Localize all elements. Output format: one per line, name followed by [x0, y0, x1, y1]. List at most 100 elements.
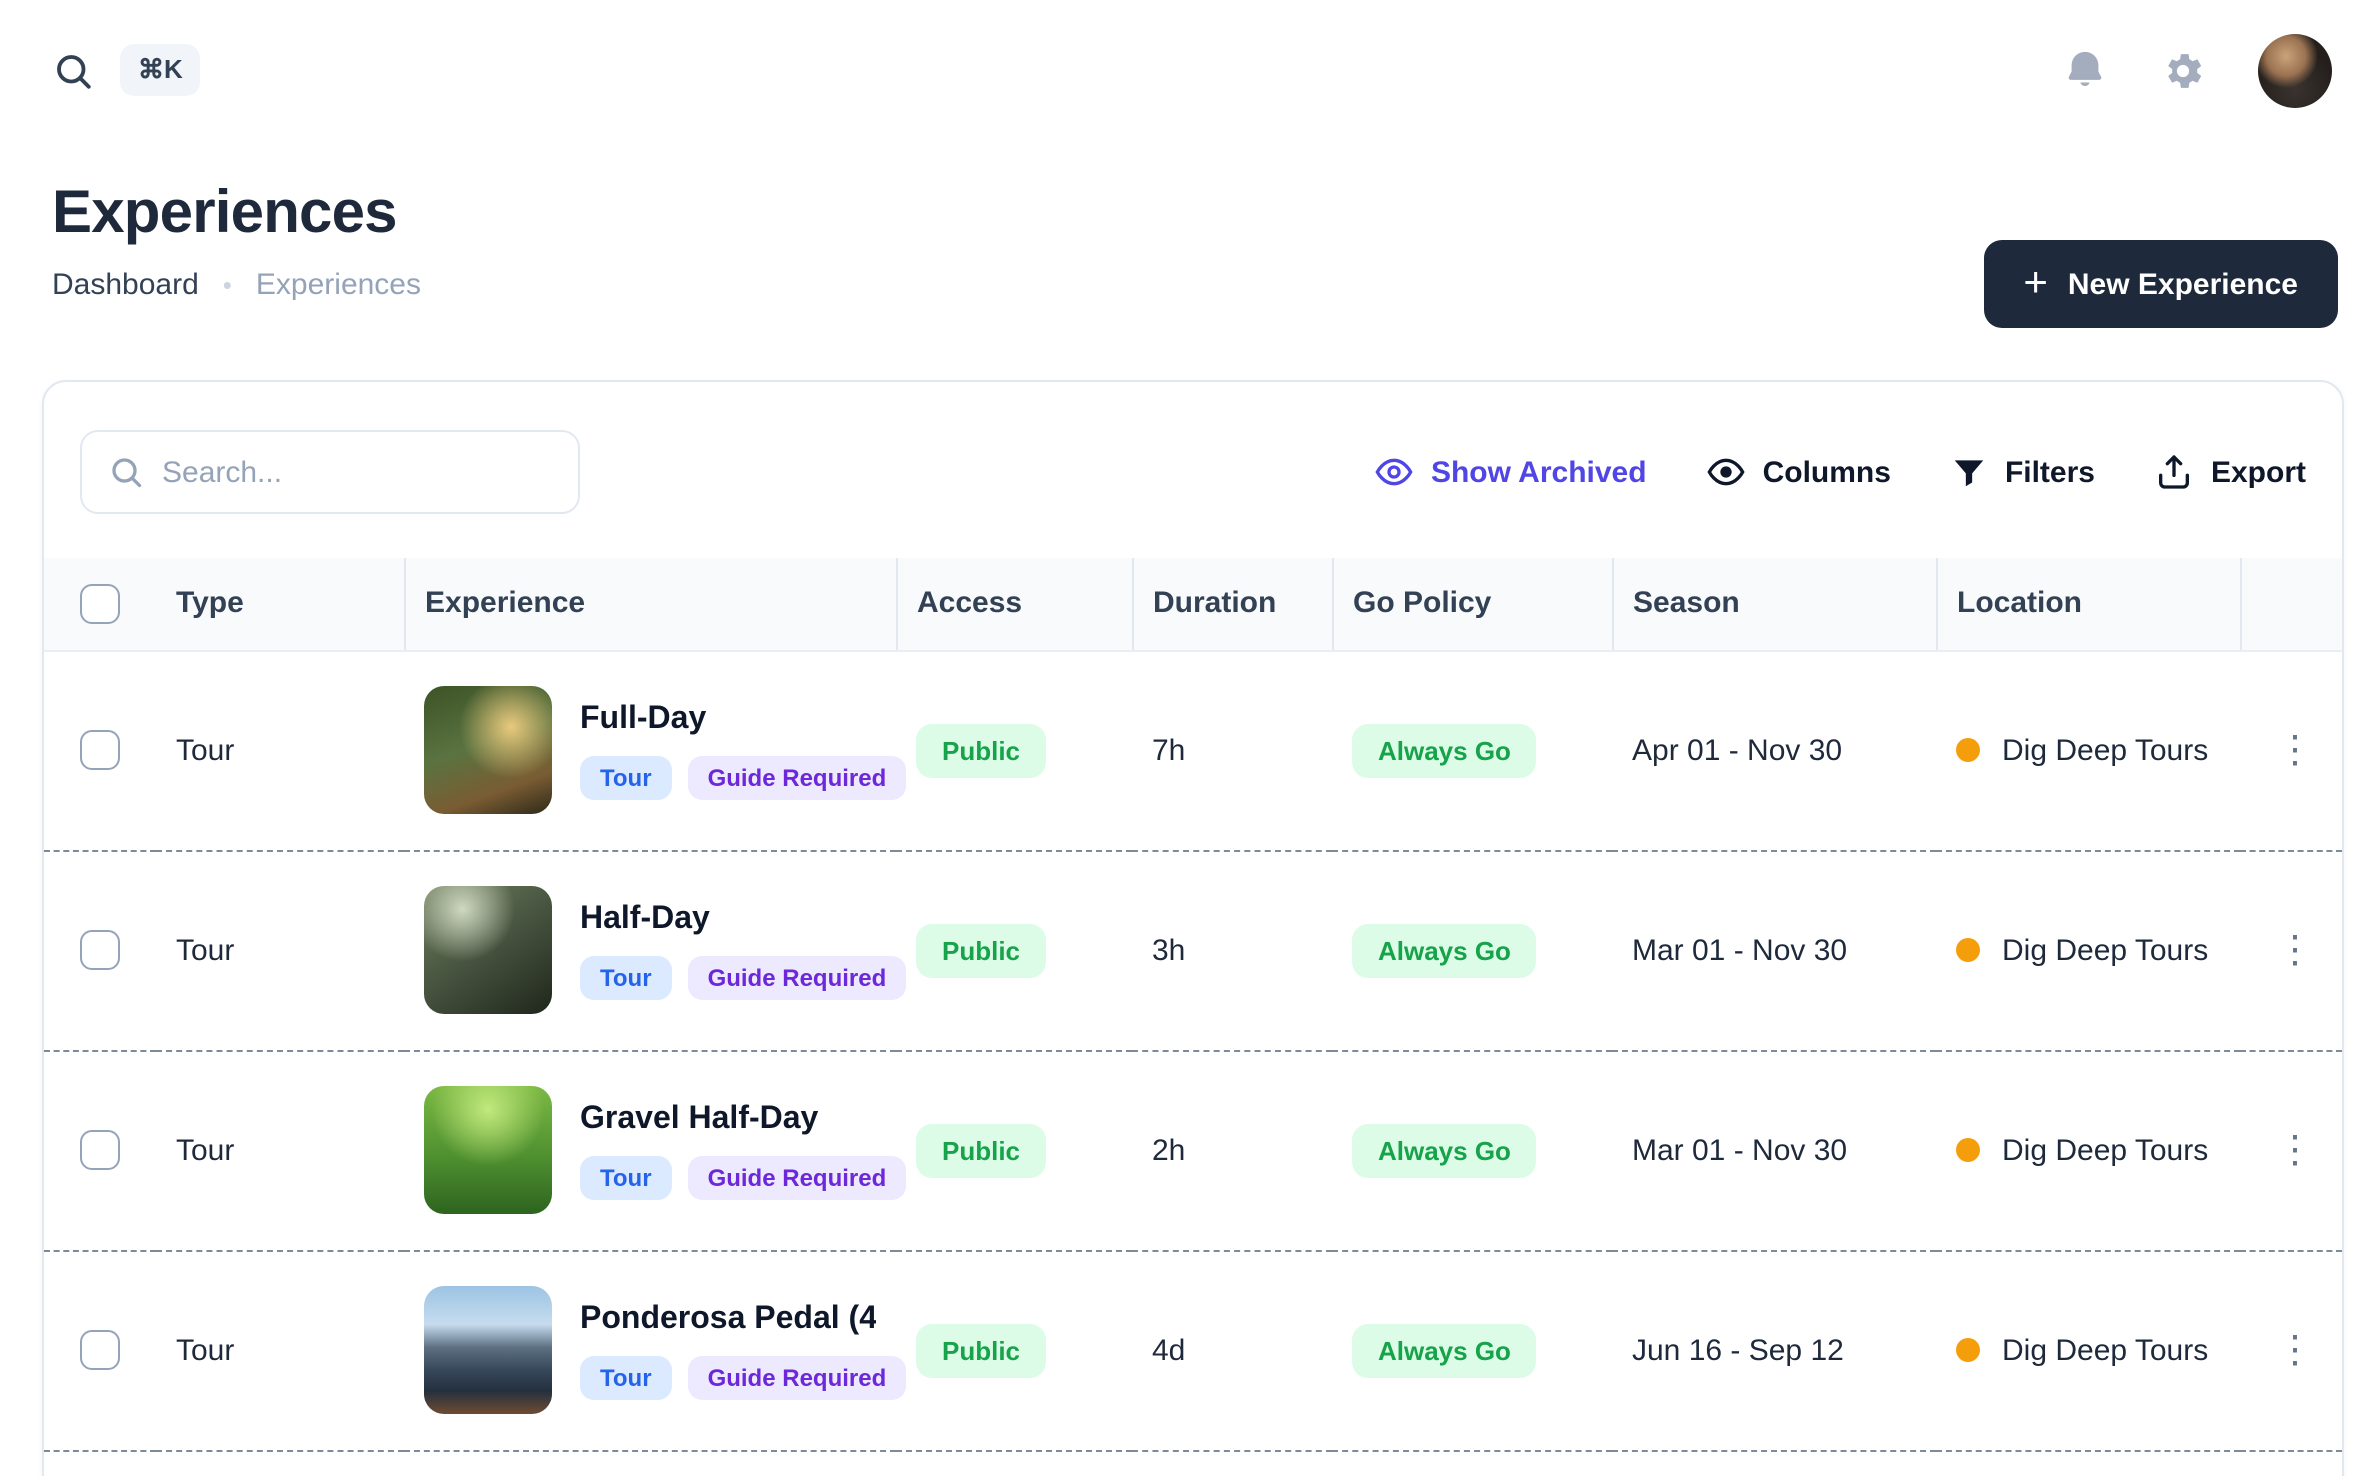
table-header-row: Type Experience Access Duration Go Polic… — [44, 558, 2342, 651]
new-experience-label: New Experience — [2067, 267, 2298, 301]
go-policy-badge: Always Go — [1352, 723, 1537, 777]
columns-button[interactable]: Columns — [1707, 452, 1891, 492]
row-actions-kebab-icon[interactable]: ⋮ — [2276, 1329, 2314, 1371]
page-title: Experiences — [52, 180, 398, 246]
guide-required-badge: Guide Required — [687, 755, 907, 799]
table-row: Tour Ponderosa Pedal (4 day Tour Guide R… — [44, 1250, 2342, 1451]
experience-photo — [424, 886, 552, 1014]
row-type: Tour — [156, 1250, 404, 1451]
access-badge: Public — [916, 1123, 1047, 1177]
card-toolbar: Show Archived Columns — [44, 382, 2342, 558]
experience-title: Ponderosa Pedal (4 day — [580, 1301, 876, 1335]
location-name: Dig Deep Tours — [2002, 1133, 2209, 1167]
table-search-box[interactable] — [80, 430, 580, 514]
select-all-checkbox[interactable] — [80, 583, 120, 624]
row-checkbox[interactable] — [80, 1330, 120, 1370]
location-name: Dig Deep Tours — [2002, 933, 2209, 967]
row-actions-kebab-icon[interactable]: ⋮ — [2276, 1129, 2314, 1171]
access-badge: Public — [916, 1323, 1047, 1377]
page-header: Experiences Dashboard • Experiences + Ne… — [0, 180, 2360, 328]
experiences-card: Show Archived Columns — [42, 380, 2344, 1476]
guide-required-badge: Guide Required — [687, 955, 907, 999]
season-value: Mar 01 - Nov 30 — [1612, 850, 1936, 1051]
row-checkbox[interactable] — [80, 730, 120, 770]
access-badge: Public — [916, 723, 1047, 777]
duration-value: 3h — [1132, 850, 1332, 1051]
location-dot-icon — [1956, 1138, 1980, 1162]
duration-value: 7h — [1132, 650, 1332, 851]
duration-value: 2h — [1132, 1050, 1332, 1251]
row-actions-kebab-icon[interactable]: ⋮ — [2276, 729, 2314, 771]
season-value: Jun 16 - Sep 12 — [1612, 1250, 1936, 1451]
tour-badge: Tour — [580, 1355, 672, 1399]
columns-label: Columns — [1762, 455, 1891, 489]
new-experience-button[interactable]: + New Experience — [1983, 240, 2338, 328]
row-type: Tour — [156, 1050, 404, 1251]
experience-photo — [424, 1086, 552, 1214]
experience-title: Gravel Half-Day — [580, 1101, 819, 1135]
export-icon — [2155, 452, 2195, 492]
column-header-experience: Experience — [404, 558, 897, 651]
export-label: Export — [2210, 455, 2306, 489]
row-actions-kebab-icon[interactable]: ⋮ — [2276, 929, 2314, 971]
global-search-button[interactable]: ⌘K — [52, 44, 201, 96]
experience-title: Full-Day — [580, 701, 707, 735]
column-header-duration: Duration — [1132, 558, 1333, 651]
column-header-location: Location — [1936, 558, 2241, 651]
column-header-go-policy: Go Policy — [1332, 558, 1613, 651]
keyboard-shortcut-badge[interactable]: ⌘K — [120, 44, 201, 96]
table-row: Tour Full-Day Tour Guide Required — [44, 650, 2342, 851]
plus-icon: + — [2023, 259, 2048, 305]
duration-value: 4d — [1132, 1250, 1332, 1451]
table-row: Tour Gravel Half-Day Tour Guide Required — [44, 1050, 2342, 1251]
go-policy-badge: Always Go — [1352, 923, 1537, 977]
season-value: Mar 01 - Nov 30 — [1612, 1050, 1936, 1251]
topbar-actions — [2062, 33, 2332, 107]
experience-title: Half-Day — [580, 901, 710, 935]
row-checkbox[interactable] — [80, 930, 120, 970]
filter-funnel-icon — [1951, 453, 1989, 491]
location-name: Dig Deep Tours — [2002, 733, 2209, 767]
go-policy-badge: Always Go — [1352, 1123, 1537, 1177]
eye-icon — [1375, 452, 1415, 492]
show-archived-button[interactable]: Show Archived — [1375, 452, 1647, 492]
settings-gear-icon[interactable] — [2160, 47, 2206, 93]
filters-button[interactable]: Filters — [1951, 453, 2095, 491]
tour-badge: Tour — [580, 755, 672, 799]
columns-eye-icon — [1707, 452, 1747, 492]
topbar: ⌘K — [0, 0, 2360, 140]
breadcrumb-dashboard-link[interactable]: Dashboard — [52, 268, 199, 302]
experience-photo — [424, 1286, 552, 1414]
experiences-table: Type Experience Access Duration Go Polic… — [44, 558, 2342, 1451]
column-header-access: Access — [896, 558, 1133, 651]
user-avatar[interactable] — [2258, 33, 2332, 107]
search-input[interactable] — [162, 455, 552, 489]
filters-label: Filters — [2004, 455, 2095, 489]
export-button[interactable]: Export — [2155, 452, 2306, 492]
table-row: Tour Half-Day Tour Guide Required — [44, 850, 2342, 1051]
tour-badge: Tour — [580, 955, 672, 999]
go-policy-badge: Always Go — [1352, 1323, 1537, 1377]
access-badge: Public — [916, 923, 1047, 977]
location-dot-icon — [1956, 738, 1980, 762]
toolbar-actions: Show Archived Columns — [1375, 452, 2306, 492]
row-type: Tour — [156, 650, 404, 851]
breadcrumb: Dashboard • Experiences — [52, 268, 2308, 302]
row-type: Tour — [156, 850, 404, 1051]
experience-photo — [424, 686, 552, 814]
breadcrumb-current: Experiences — [255, 268, 421, 302]
breadcrumb-separator: • — [222, 270, 232, 300]
guide-required-badge: Guide Required — [687, 1155, 907, 1199]
show-archived-label: Show Archived — [1430, 455, 1647, 489]
column-header-type: Type — [156, 558, 405, 651]
column-header-season: Season — [1612, 558, 1937, 651]
row-checkbox[interactable] — [80, 1130, 120, 1170]
season-value: Apr 01 - Nov 30 — [1612, 650, 1936, 851]
location-name: Dig Deep Tours — [2002, 1333, 2209, 1367]
location-dot-icon — [1956, 938, 1980, 962]
location-dot-icon — [1956, 1338, 1980, 1362]
tour-badge: Tour — [580, 1155, 672, 1199]
notifications-bell-icon[interactable] — [2062, 47, 2108, 93]
search-icon — [52, 49, 94, 91]
